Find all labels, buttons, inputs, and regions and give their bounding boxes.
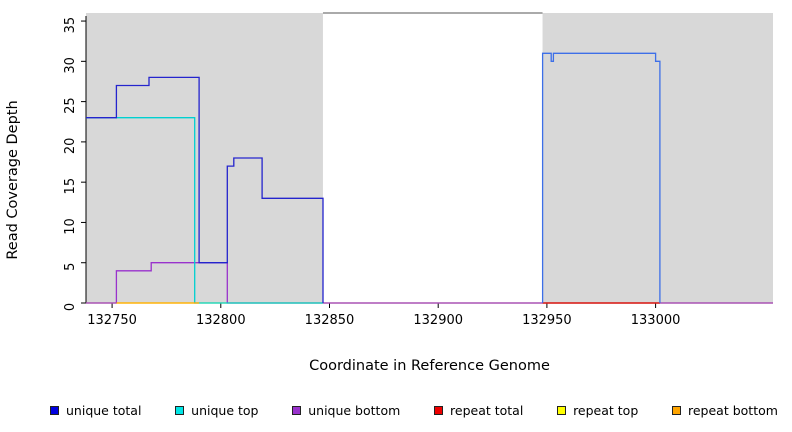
x-tick-label: 132900	[413, 313, 463, 328]
x-tick-label: 133000	[631, 313, 681, 328]
legend-swatch-repeat-top	[557, 405, 567, 415]
legend-label-repeat-total: repeat total	[450, 402, 524, 418]
y-tick-label: 5	[63, 263, 78, 271]
legend-item-unique-total: unique total	[50, 403, 141, 418]
legend-label-unique-bottom: unique bottom	[308, 402, 401, 418]
legend-swatch-unique-total	[50, 405, 59, 415]
region-right-gray	[542, 13, 773, 303]
x-tick-label: 132850	[305, 313, 355, 328]
x-tick-label: 132950	[522, 313, 572, 328]
y-tick-label: 20	[63, 138, 78, 155]
legend-swatch-unique-bottom	[292, 405, 302, 415]
legend-label-repeat-top: repeat top	[573, 402, 639, 418]
coverage-chart: 132750 132800 132850 132900 132950 133000 0 5 10…	[5, 12, 773, 374]
y-tick-label: 25	[63, 97, 78, 114]
legend-label-unique-total: unique total	[66, 402, 142, 418]
legend-label-unique-top: unique top	[191, 402, 259, 418]
series-unique-total-left	[86, 76, 324, 303]
legend-swatch-repeat-total	[434, 405, 444, 415]
y-tick-label: 10	[63, 218, 78, 235]
legend-swatch-unique-top	[175, 405, 185, 415]
legend-label-repeat-bottom: repeat bottom	[688, 402, 778, 418]
series-unique-top	[86, 117, 323, 304]
chart-legend: unique total unique top unique bottom re…	[0, 384, 792, 432]
legend-item-repeat-bottom: repeat bottom	[672, 403, 778, 418]
legend-item-repeat-total: repeat total	[434, 403, 523, 418]
legend-item-repeat-top: repeat top	[557, 403, 638, 418]
x-tick-label: 132800	[196, 313, 246, 328]
y-tick-label: 15	[63, 178, 78, 195]
y-tick-label: 30	[63, 57, 78, 74]
x-tick-label: 132750	[87, 313, 137, 328]
y-tick-label: 0	[63, 303, 78, 311]
region-left-gray	[86, 13, 323, 303]
legend-swatch-repeat-bottom	[672, 405, 681, 415]
legend-item-unique-top: unique top	[175, 403, 258, 418]
x-axis-title: Coordinate in Reference Genome	[309, 358, 550, 374]
y-tick-label: 35	[63, 17, 78, 34]
legend-item-unique-bottom: unique bottom	[292, 403, 400, 418]
series-unique-bottom	[86, 262, 773, 304]
series-unique-total-right	[541, 52, 661, 303]
y-axis-title: Read Coverage Depth	[5, 100, 21, 259]
region-middle-white	[322, 13, 543, 303]
